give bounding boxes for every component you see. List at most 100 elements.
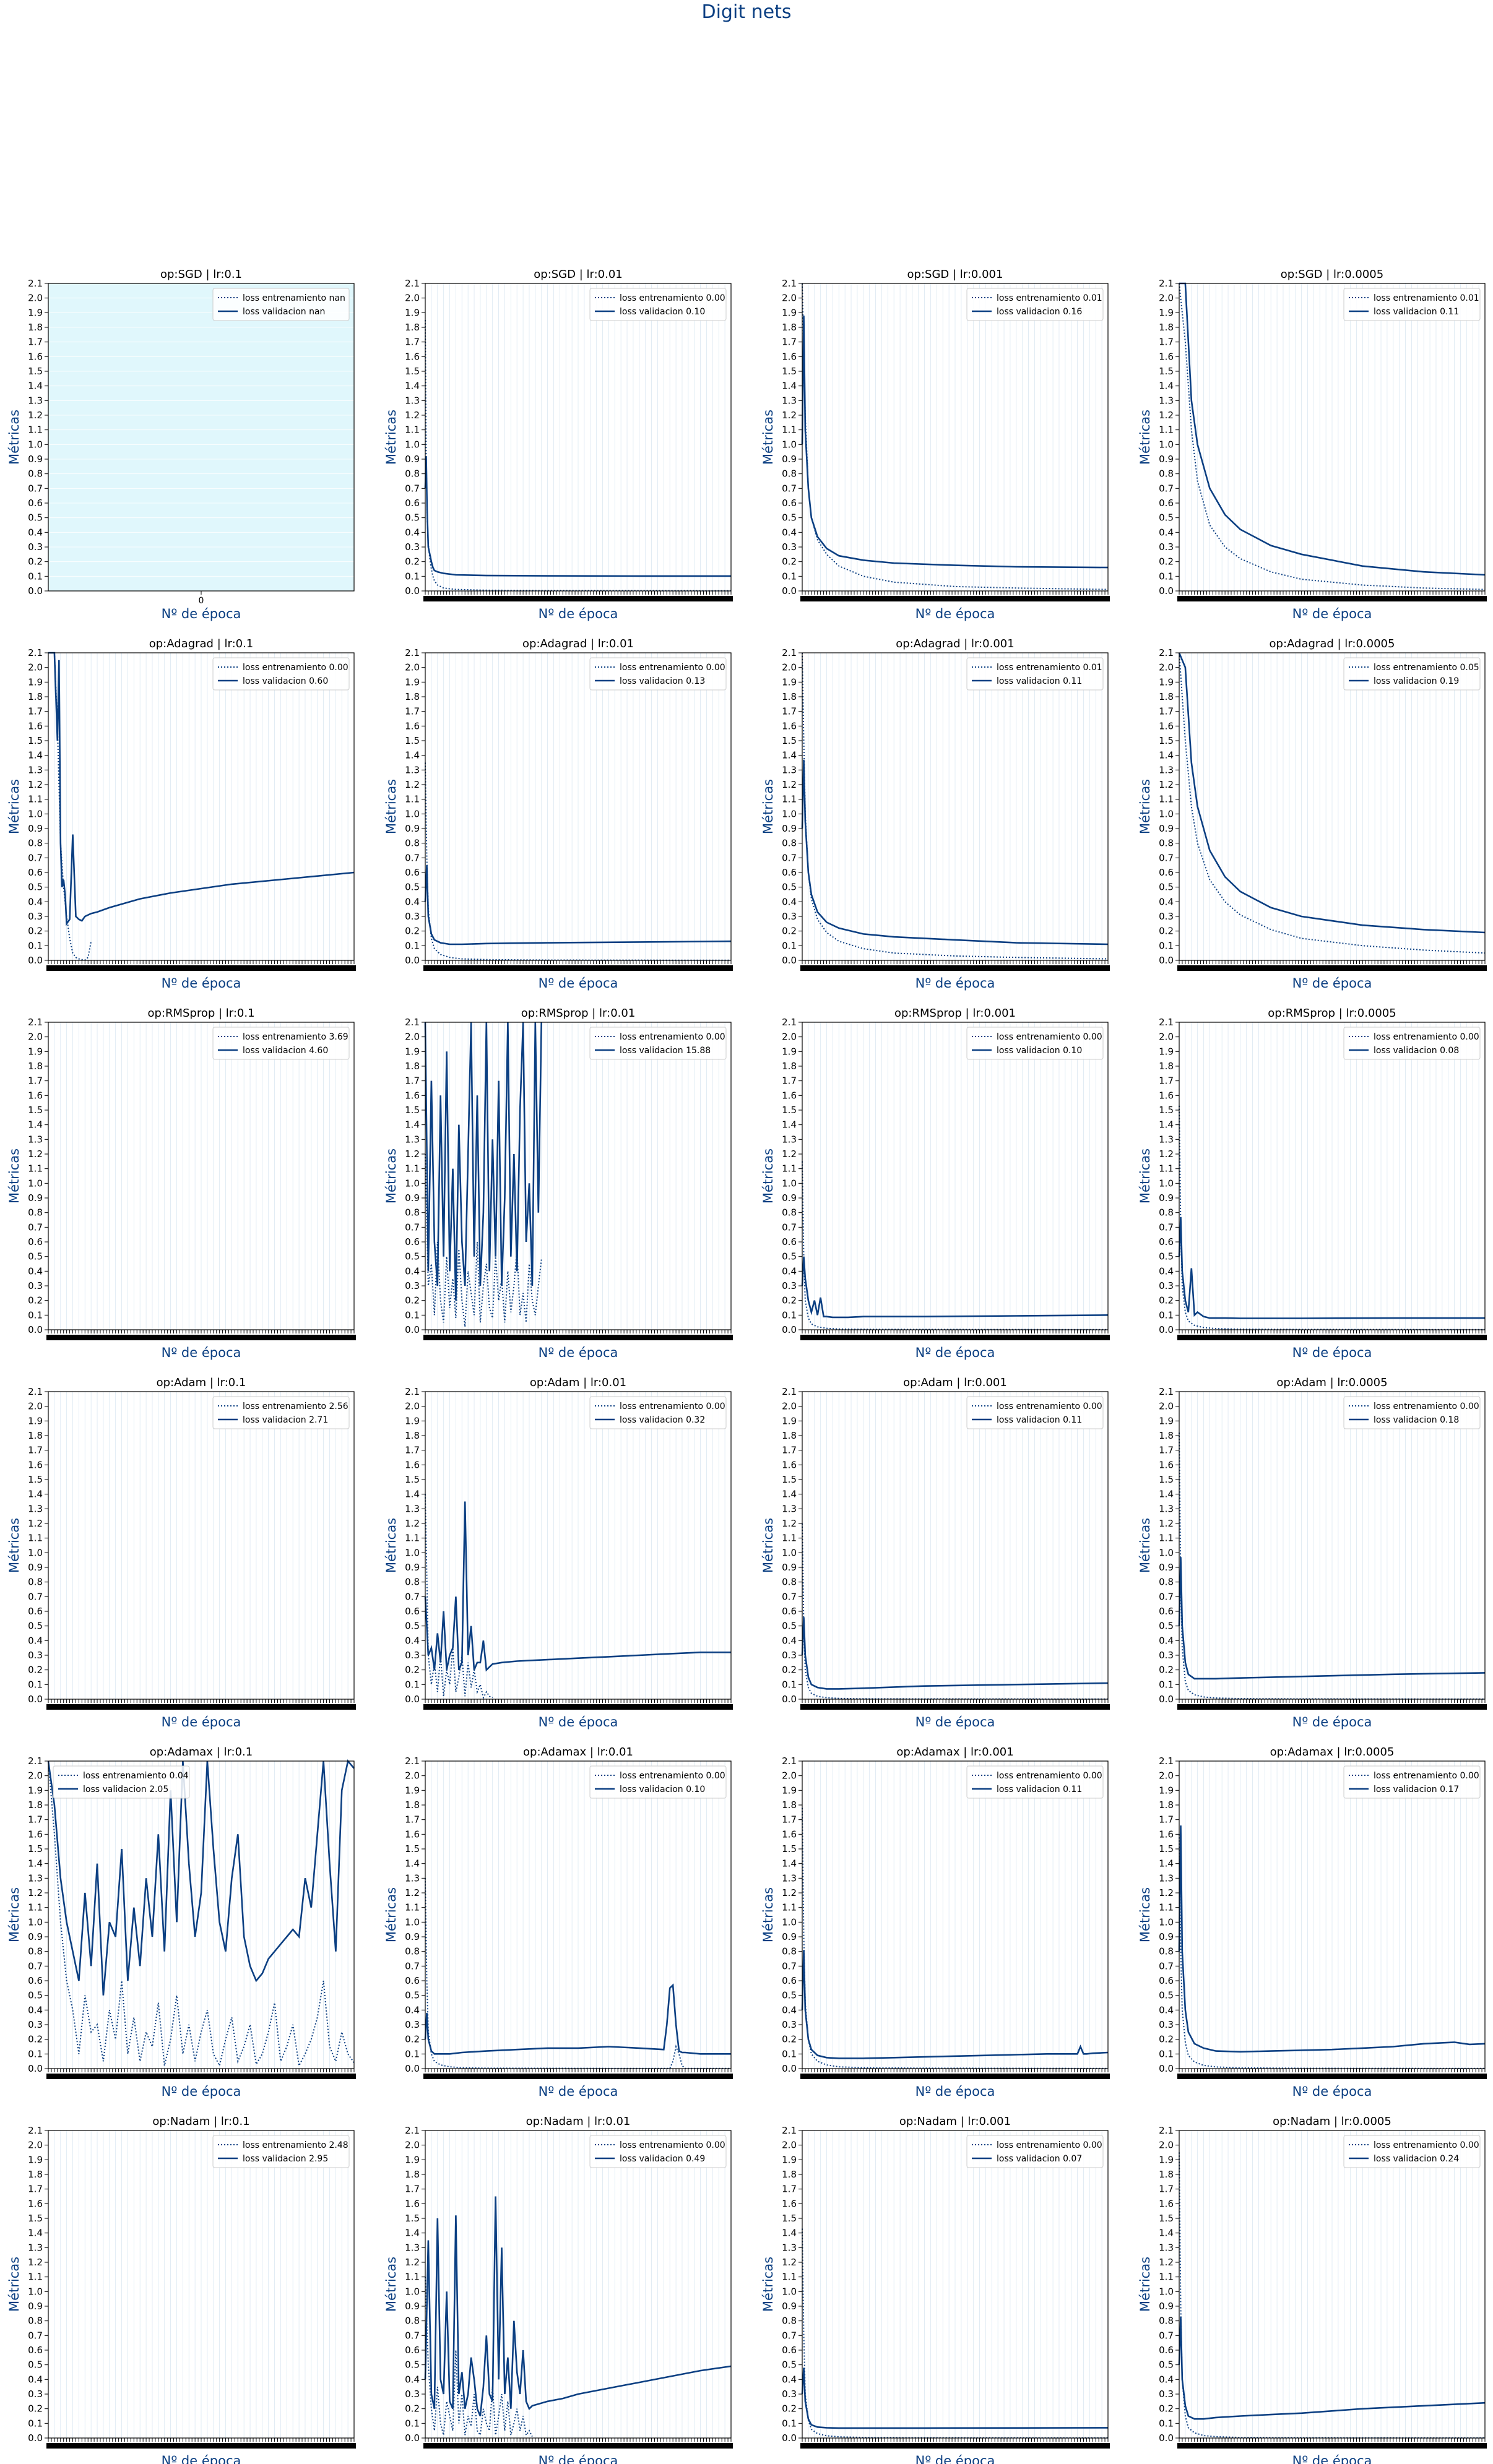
y-tick-label: 0.2 bbox=[405, 2403, 420, 2414]
y-tick-label: 0.3 bbox=[28, 1650, 43, 1661]
y-tick-label: 1.6 bbox=[405, 1459, 420, 1470]
y-tick-label: 0.7 bbox=[28, 1221, 43, 1233]
y-tick-label: 1.9 bbox=[1159, 2154, 1174, 2165]
val-loss-line bbox=[801, 1256, 1109, 1319]
y-tick-label: 0.7 bbox=[405, 1221, 420, 1233]
x-axis-label: Nº de época bbox=[539, 1345, 618, 1360]
y-tick-label: 0.0 bbox=[405, 955, 420, 966]
y-tick-label: 1.0 bbox=[28, 1547, 43, 1558]
y-tick-label: 1.4 bbox=[405, 1858, 420, 1869]
y-tick-label: 0.6 bbox=[1159, 1975, 1174, 1986]
legend-box bbox=[966, 1396, 1104, 1429]
y-tick-label: 1.6 bbox=[1159, 351, 1174, 362]
plot-frame bbox=[425, 1022, 732, 1330]
y-tick-label: 0.2 bbox=[1159, 2034, 1174, 2045]
y-axis-label: Métricas bbox=[384, 1518, 399, 1573]
legend-label: loss entrenamiento nan bbox=[243, 293, 345, 303]
plot-frame bbox=[802, 1391, 1109, 1700]
y-tick-label: 1.7 bbox=[782, 1814, 797, 1825]
y-tick-label: 1.1 bbox=[1159, 424, 1174, 436]
y-tick-label: 0.2 bbox=[782, 1665, 797, 1676]
y-tick-label: 0.6 bbox=[782, 2345, 797, 2356]
train-loss-line bbox=[1179, 1834, 1486, 2069]
y-tick-label: 1.7 bbox=[1159, 337, 1174, 348]
val-loss-line bbox=[1178, 1825, 1486, 2053]
y-tick-label: 0.5 bbox=[1159, 882, 1174, 893]
plot-frame bbox=[1179, 1760, 1486, 2069]
y-tick-label: 0.3 bbox=[1159, 1280, 1174, 1291]
y-tick-label: 0.3 bbox=[405, 911, 420, 922]
y-tick-label: 1.3 bbox=[1159, 1503, 1174, 1514]
y-tick-label: 0.6 bbox=[28, 867, 43, 878]
y-tick-label: 0.8 bbox=[1159, 1577, 1174, 1588]
y-tick-label: 1.6 bbox=[1159, 720, 1174, 731]
y-tick-label: 1.5 bbox=[28, 366, 43, 377]
y-tick-label: 0.1 bbox=[28, 2048, 43, 2059]
legend-label: loss entrenamiento 3.69 bbox=[243, 1032, 348, 1042]
y-tick-label: 0.0 bbox=[405, 585, 420, 597]
y-tick-label: 1.8 bbox=[28, 691, 43, 702]
y-tick-label: 1.3 bbox=[782, 764, 797, 775]
legend-label: loss validacion 0.08 bbox=[1374, 1046, 1459, 1056]
y-tick-label: 1.8 bbox=[782, 2169, 797, 2180]
y-tick-label: 1.2 bbox=[782, 1887, 797, 1898]
plot-frame bbox=[802, 1022, 1109, 1330]
y-tick-label: 1.4 bbox=[405, 1119, 420, 1131]
x-tick-labels-band bbox=[800, 1704, 1110, 1710]
y-tick-label: 1.9 bbox=[405, 1046, 420, 1057]
y-tick-label: 1.2 bbox=[405, 410, 420, 421]
y-tick-label: 2.0 bbox=[782, 1401, 797, 1412]
y-tick-label: 0.2 bbox=[782, 2034, 797, 2045]
y-tick-label: 0.0 bbox=[28, 585, 43, 597]
y-tick-label: 1.6 bbox=[28, 1829, 43, 1840]
y-axis-label: Métricas bbox=[761, 2257, 776, 2312]
val-loss-line bbox=[801, 1950, 1109, 2059]
y-tick-label: 1.2 bbox=[1159, 1518, 1174, 1529]
y-tick-label: 1.4 bbox=[28, 1858, 43, 1869]
y-tick-label: 1.8 bbox=[782, 322, 797, 333]
y-tick-label: 0.7 bbox=[782, 1221, 797, 1233]
y-tick-label: 1.9 bbox=[28, 676, 43, 687]
legend-box bbox=[589, 288, 727, 321]
subplot-title: op:Adagrad | lr:0.1 bbox=[149, 637, 254, 650]
y-tick-label: 0.9 bbox=[405, 1931, 420, 1942]
y-tick-label: 0.5 bbox=[1159, 1990, 1174, 2001]
val-loss-line bbox=[801, 1617, 1109, 1690]
y-tick-label: 2.0 bbox=[405, 2140, 420, 2151]
y-tick-label: 1.2 bbox=[782, 1148, 797, 1160]
y-tick-label: 0.7 bbox=[1159, 852, 1174, 863]
y-tick-label: 0.9 bbox=[405, 2301, 420, 2312]
y-tick-label: 1.5 bbox=[1159, 735, 1174, 746]
y-tick-label: 1.9 bbox=[405, 676, 420, 687]
y-tick-label: 0.9 bbox=[1159, 823, 1174, 834]
y-tick-label: 0.2 bbox=[1159, 1295, 1174, 1306]
y-tick-label: 1.5 bbox=[405, 2213, 420, 2224]
subplot-rmsprop-lr-0_0005: 0.0 0.1 0.2 0.3 0.4 0.5 0.6 0.7 0.8 0.9 1.0 1.1 1.2 1… bbox=[1138, 1007, 1487, 1360]
y-tick-label: 0.0 bbox=[782, 2432, 797, 2444]
y-tick-label: 0.4 bbox=[28, 2374, 43, 2385]
y-tick-label: 0.4 bbox=[782, 1265, 797, 1277]
y-tick-label: 1.7 bbox=[1159, 1814, 1174, 1825]
legend-label: loss entrenamiento 0.00 bbox=[997, 2140, 1102, 2150]
y-tick-label: 1.4 bbox=[28, 750, 43, 761]
val-loss-line bbox=[801, 759, 1109, 946]
y-tick-label: 1.0 bbox=[405, 1178, 420, 1189]
y-tick-label: 0.4 bbox=[782, 2004, 797, 2015]
y-tick-label: 0.0 bbox=[1159, 585, 1174, 597]
y-tick-label: 1.3 bbox=[1159, 2242, 1174, 2253]
y-tick-label: 0.8 bbox=[782, 1946, 797, 1957]
y-tick-label: 0.3 bbox=[1159, 911, 1174, 922]
y-tick-label: 1.0 bbox=[1159, 1178, 1174, 1189]
x-tick-labels-band bbox=[423, 2074, 733, 2079]
y-tick-label: 1.9 bbox=[782, 1415, 797, 1426]
y-tick-label: 1.3 bbox=[1159, 395, 1174, 406]
y-tick-label: 1.8 bbox=[28, 1799, 43, 1811]
subplot-title: op:Adagrad | lr:0.0005 bbox=[1270, 637, 1395, 650]
y-tick-label: 0.3 bbox=[1159, 2019, 1174, 2030]
y-tick-label: 0.8 bbox=[405, 1207, 420, 1218]
x-axis-label: Nº de época bbox=[915, 1345, 995, 1360]
y-tick-label: 0.6 bbox=[28, 1606, 43, 1617]
y-tick-label: 1.6 bbox=[1159, 2198, 1174, 2209]
y-tick-label: 0.5 bbox=[28, 882, 43, 893]
legend-box bbox=[589, 1765, 727, 1799]
